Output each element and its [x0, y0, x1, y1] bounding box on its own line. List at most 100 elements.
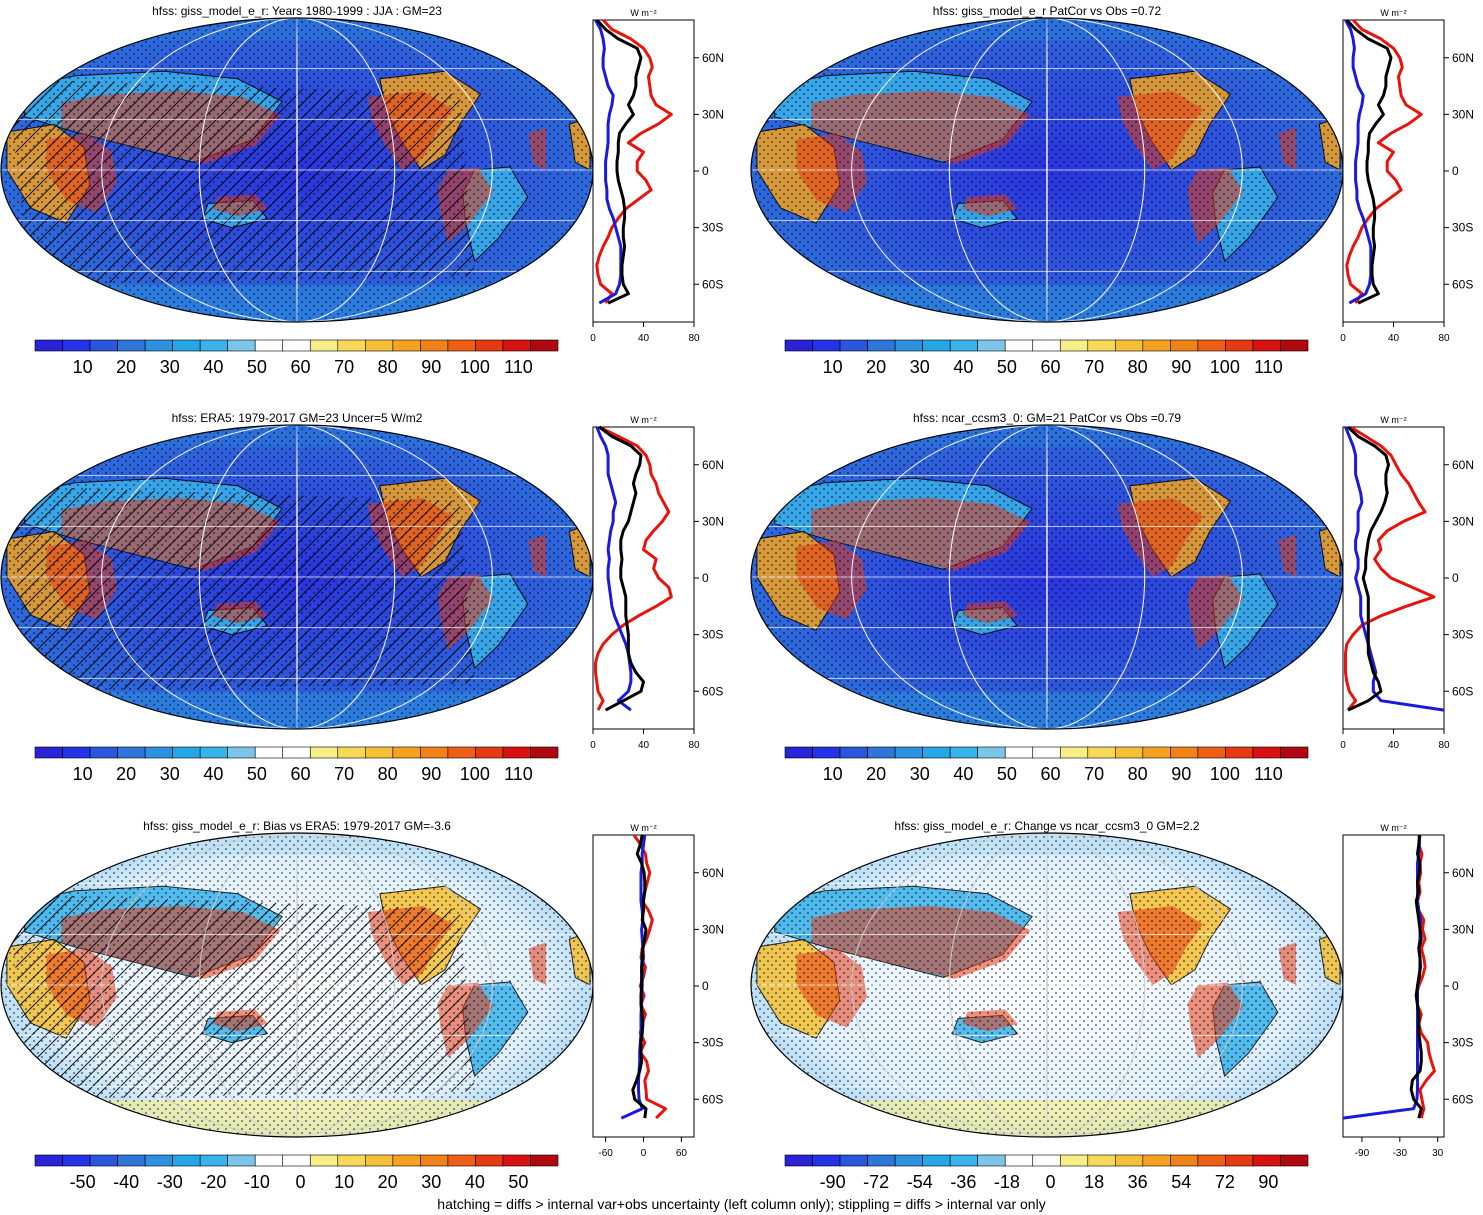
colorbar-tick-label: 30 [910, 764, 930, 784]
colorbar-tick-label: 40 [953, 357, 973, 377]
colorbar-swatch [784, 746, 813, 759]
colorbar-swatch [894, 1154, 923, 1167]
lat-tick-label: 30S [702, 1036, 723, 1050]
zonal-profile-line [1345, 18, 1423, 304]
colorbar-tick-label: 40 [465, 1172, 485, 1192]
colorbar-swatch [227, 746, 256, 759]
colorbar-tick-label: 40 [953, 764, 973, 784]
colorbar-swatch [1280, 339, 1309, 352]
graticule-meridian [101, 425, 493, 729]
lat-tick-label: 30N [1452, 922, 1474, 936]
lat-tick-label: 60S [1452, 684, 1473, 698]
graticule-meridian [296, 833, 298, 1137]
colorbar-swatch [1087, 1154, 1116, 1167]
x-tick-label: 40 [638, 740, 650, 751]
colorbar-swatch [977, 746, 1006, 759]
colorbar-swatch [530, 339, 559, 352]
colorbar-tick-label: 100 [460, 357, 490, 377]
colorbar-swatch [475, 339, 504, 352]
colorbar-tick-label: 30 [421, 1172, 441, 1192]
lat-tick-label: 60N [1452, 458, 1474, 472]
colorbar-swatch [254, 746, 284, 759]
colorbar-swatch [365, 746, 394, 759]
x-tick-label: 40 [1388, 740, 1400, 751]
x-tick-label: 80 [688, 740, 700, 751]
chart-panel: hfss: ERA5: 1979-2017 GM=23 Uncer=5 W/m2… [0, 411, 724, 784]
lat-tick-label: 60N [702, 458, 724, 472]
colorbar-swatch [1115, 746, 1144, 759]
chart-panel: hfss: ncar_ccsm3_0: GM=21 PatCor vs Obs … [750, 411, 1474, 784]
graticule-meridian [1046, 425, 1048, 729]
colorbar-tick-label: 80 [378, 764, 398, 784]
colorbar-swatch [172, 1154, 201, 1167]
colorbar-swatch [867, 746, 896, 759]
colorbar-tick-label: 70 [334, 764, 354, 784]
colorbar-tick-label: 40 [203, 764, 223, 784]
colorbar-swatch [530, 1154, 559, 1167]
colorbar-swatch [949, 339, 978, 352]
colorbar-tick-label: 20 [116, 764, 136, 784]
panel-title: hfss: ncar_ccsm3_0: GM=21 PatCor vs Obs … [913, 411, 1181, 425]
colorbar-swatch [475, 746, 504, 759]
colorbar-tick-label: 0 [1045, 1172, 1055, 1192]
colorbar-swatch [1170, 339, 1199, 352]
x-tick-label: 0 [641, 1148, 647, 1159]
colorbar-swatch [447, 746, 476, 759]
colorbar-swatch [254, 1154, 284, 1167]
graticule-meridian [948, 18, 1146, 322]
panel-title: hfss: giss_model_e_r PatCor vs Obs =0.72 [933, 4, 1162, 18]
colorbar-tick-label: -72 [863, 1172, 889, 1192]
unit-label: W m⁻² [1380, 8, 1406, 18]
colorbar-swatch [420, 1154, 449, 1167]
lat-tick-label: 30S [1452, 628, 1473, 642]
zonal-profile-line [1346, 425, 1390, 712]
chart-panel: hfss: giss_model_e_r: Change vs ncar_ccs… [750, 819, 1474, 1192]
colorbar-swatch [117, 1154, 146, 1167]
colorbar-tick-label: 80 [1128, 764, 1148, 784]
lat-tick-label: 60S [702, 684, 723, 698]
graticule-meridian [198, 425, 396, 729]
colorbar-swatch [784, 1154, 813, 1167]
graticule-meridian [851, 833, 1243, 1137]
colorbar-swatch [199, 339, 228, 352]
footnote: hatching = diffs > internal var+obs unce… [437, 1196, 1046, 1212]
lat-tick-label: 30N [702, 514, 724, 528]
colorbar-tick-label: 70 [1084, 764, 1104, 784]
colorbar-tick-label: 110 [1254, 764, 1283, 784]
map-field [1, 425, 593, 729]
colorbar-tick-label: 20 [866, 357, 886, 377]
colorbar-tick-label: -50 [70, 1172, 96, 1192]
colorbar-swatch [1225, 339, 1254, 352]
graticule-meridian [296, 425, 298, 729]
colorbar-tick-label: 60 [1040, 764, 1060, 784]
x-tick-label: 40 [1388, 333, 1400, 344]
colorbar-tick-label: 0 [295, 1172, 305, 1192]
colorbar-swatch [1032, 746, 1061, 759]
unit-label: W m⁻² [630, 415, 656, 425]
colorbar-swatch [949, 1154, 978, 1167]
colorbar-swatch [117, 746, 146, 759]
colorbar-swatch [530, 746, 559, 759]
graticule-meridian [101, 833, 493, 1137]
graticule-meridian [851, 18, 1243, 322]
x-tick-label: 0 [1340, 740, 1346, 751]
lat-tick-label: 30S [702, 221, 723, 235]
colorbar-swatch [62, 1154, 91, 1167]
graticule-meridian [101, 18, 493, 322]
lat-tick-label: 0 [1452, 164, 1459, 178]
colorbar-swatch [1004, 746, 1034, 759]
colorbar-swatch [1170, 1154, 1199, 1167]
lat-tick-label: 60N [702, 51, 724, 65]
zonal-profile-line [1345, 18, 1393, 305]
lat-tick-label: 60N [702, 866, 724, 880]
colorbar-tick-label: 10 [73, 357, 93, 377]
panel-title: hfss: ERA5: 1979-2017 GM=23 Uncer=5 W/m2 [172, 411, 423, 425]
colorbar-tick-label: 30 [160, 764, 180, 784]
colorbar-swatch [1197, 1154, 1226, 1167]
colorbar-swatch [1225, 1154, 1254, 1167]
colorbar-swatch [502, 339, 531, 352]
colorbar-tick-label: 110 [504, 764, 533, 784]
colorbar-swatch [1004, 339, 1034, 352]
colorbar-swatch [502, 746, 531, 759]
